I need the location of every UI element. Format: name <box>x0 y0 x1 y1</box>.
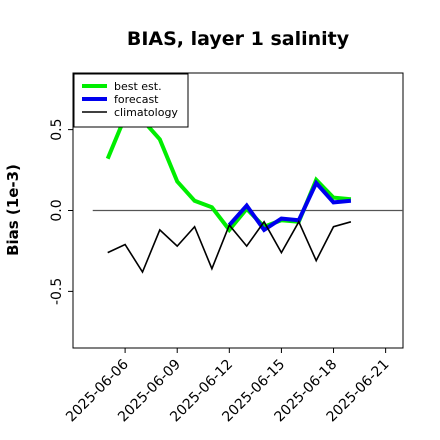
series-line-forecast <box>227 179 352 233</box>
legend-label: climatology <box>114 106 178 119</box>
y-axis-label: Bias (1e-3) <box>4 164 22 256</box>
legend-label: forecast <box>114 93 159 106</box>
chart-title: BIAS, layer 1 salinity <box>127 28 350 50</box>
series-line-climatology <box>107 220 352 274</box>
series-line-best-est <box>105 114 352 234</box>
y-tick-label: -0.5 <box>49 278 65 305</box>
y-tick-label: 0.0 <box>49 199 65 221</box>
legend-label: best est. <box>114 80 162 93</box>
y-tick-label: 0.5 <box>49 118 65 140</box>
